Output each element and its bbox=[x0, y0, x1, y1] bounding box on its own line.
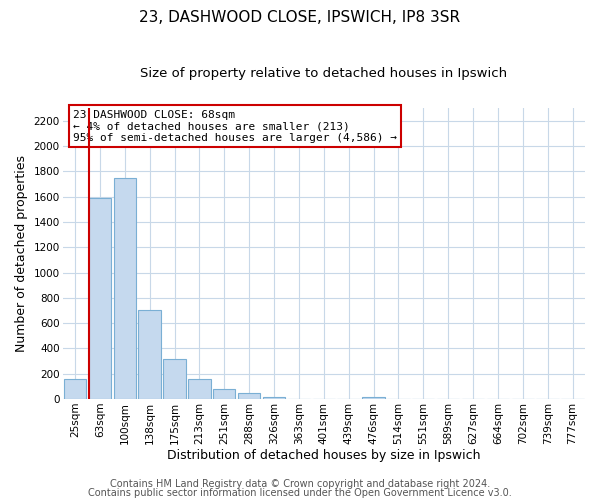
Title: Size of property relative to detached houses in Ipswich: Size of property relative to detached ho… bbox=[140, 68, 508, 80]
Y-axis label: Number of detached properties: Number of detached properties bbox=[15, 155, 28, 352]
X-axis label: Distribution of detached houses by size in Ipswich: Distribution of detached houses by size … bbox=[167, 450, 481, 462]
Bar bbox=[139, 310, 161, 399]
Bar bbox=[213, 389, 235, 399]
Text: 23, DASHWOOD CLOSE, IPSWICH, IP8 3SR: 23, DASHWOOD CLOSE, IPSWICH, IP8 3SR bbox=[139, 10, 461, 25]
Bar bbox=[188, 380, 211, 399]
Bar bbox=[263, 396, 285, 399]
Bar bbox=[362, 397, 385, 399]
Bar bbox=[113, 178, 136, 399]
Bar bbox=[238, 394, 260, 399]
Bar bbox=[89, 198, 111, 399]
Text: 23 DASHWOOD CLOSE: 68sqm
← 4% of detached houses are smaller (213)
95% of semi-d: 23 DASHWOOD CLOSE: 68sqm ← 4% of detache… bbox=[73, 110, 397, 142]
Bar bbox=[163, 359, 186, 399]
Bar bbox=[64, 379, 86, 399]
Text: Contains HM Land Registry data © Crown copyright and database right 2024.: Contains HM Land Registry data © Crown c… bbox=[110, 479, 490, 489]
Text: Contains public sector information licensed under the Open Government Licence v3: Contains public sector information licen… bbox=[88, 488, 512, 498]
